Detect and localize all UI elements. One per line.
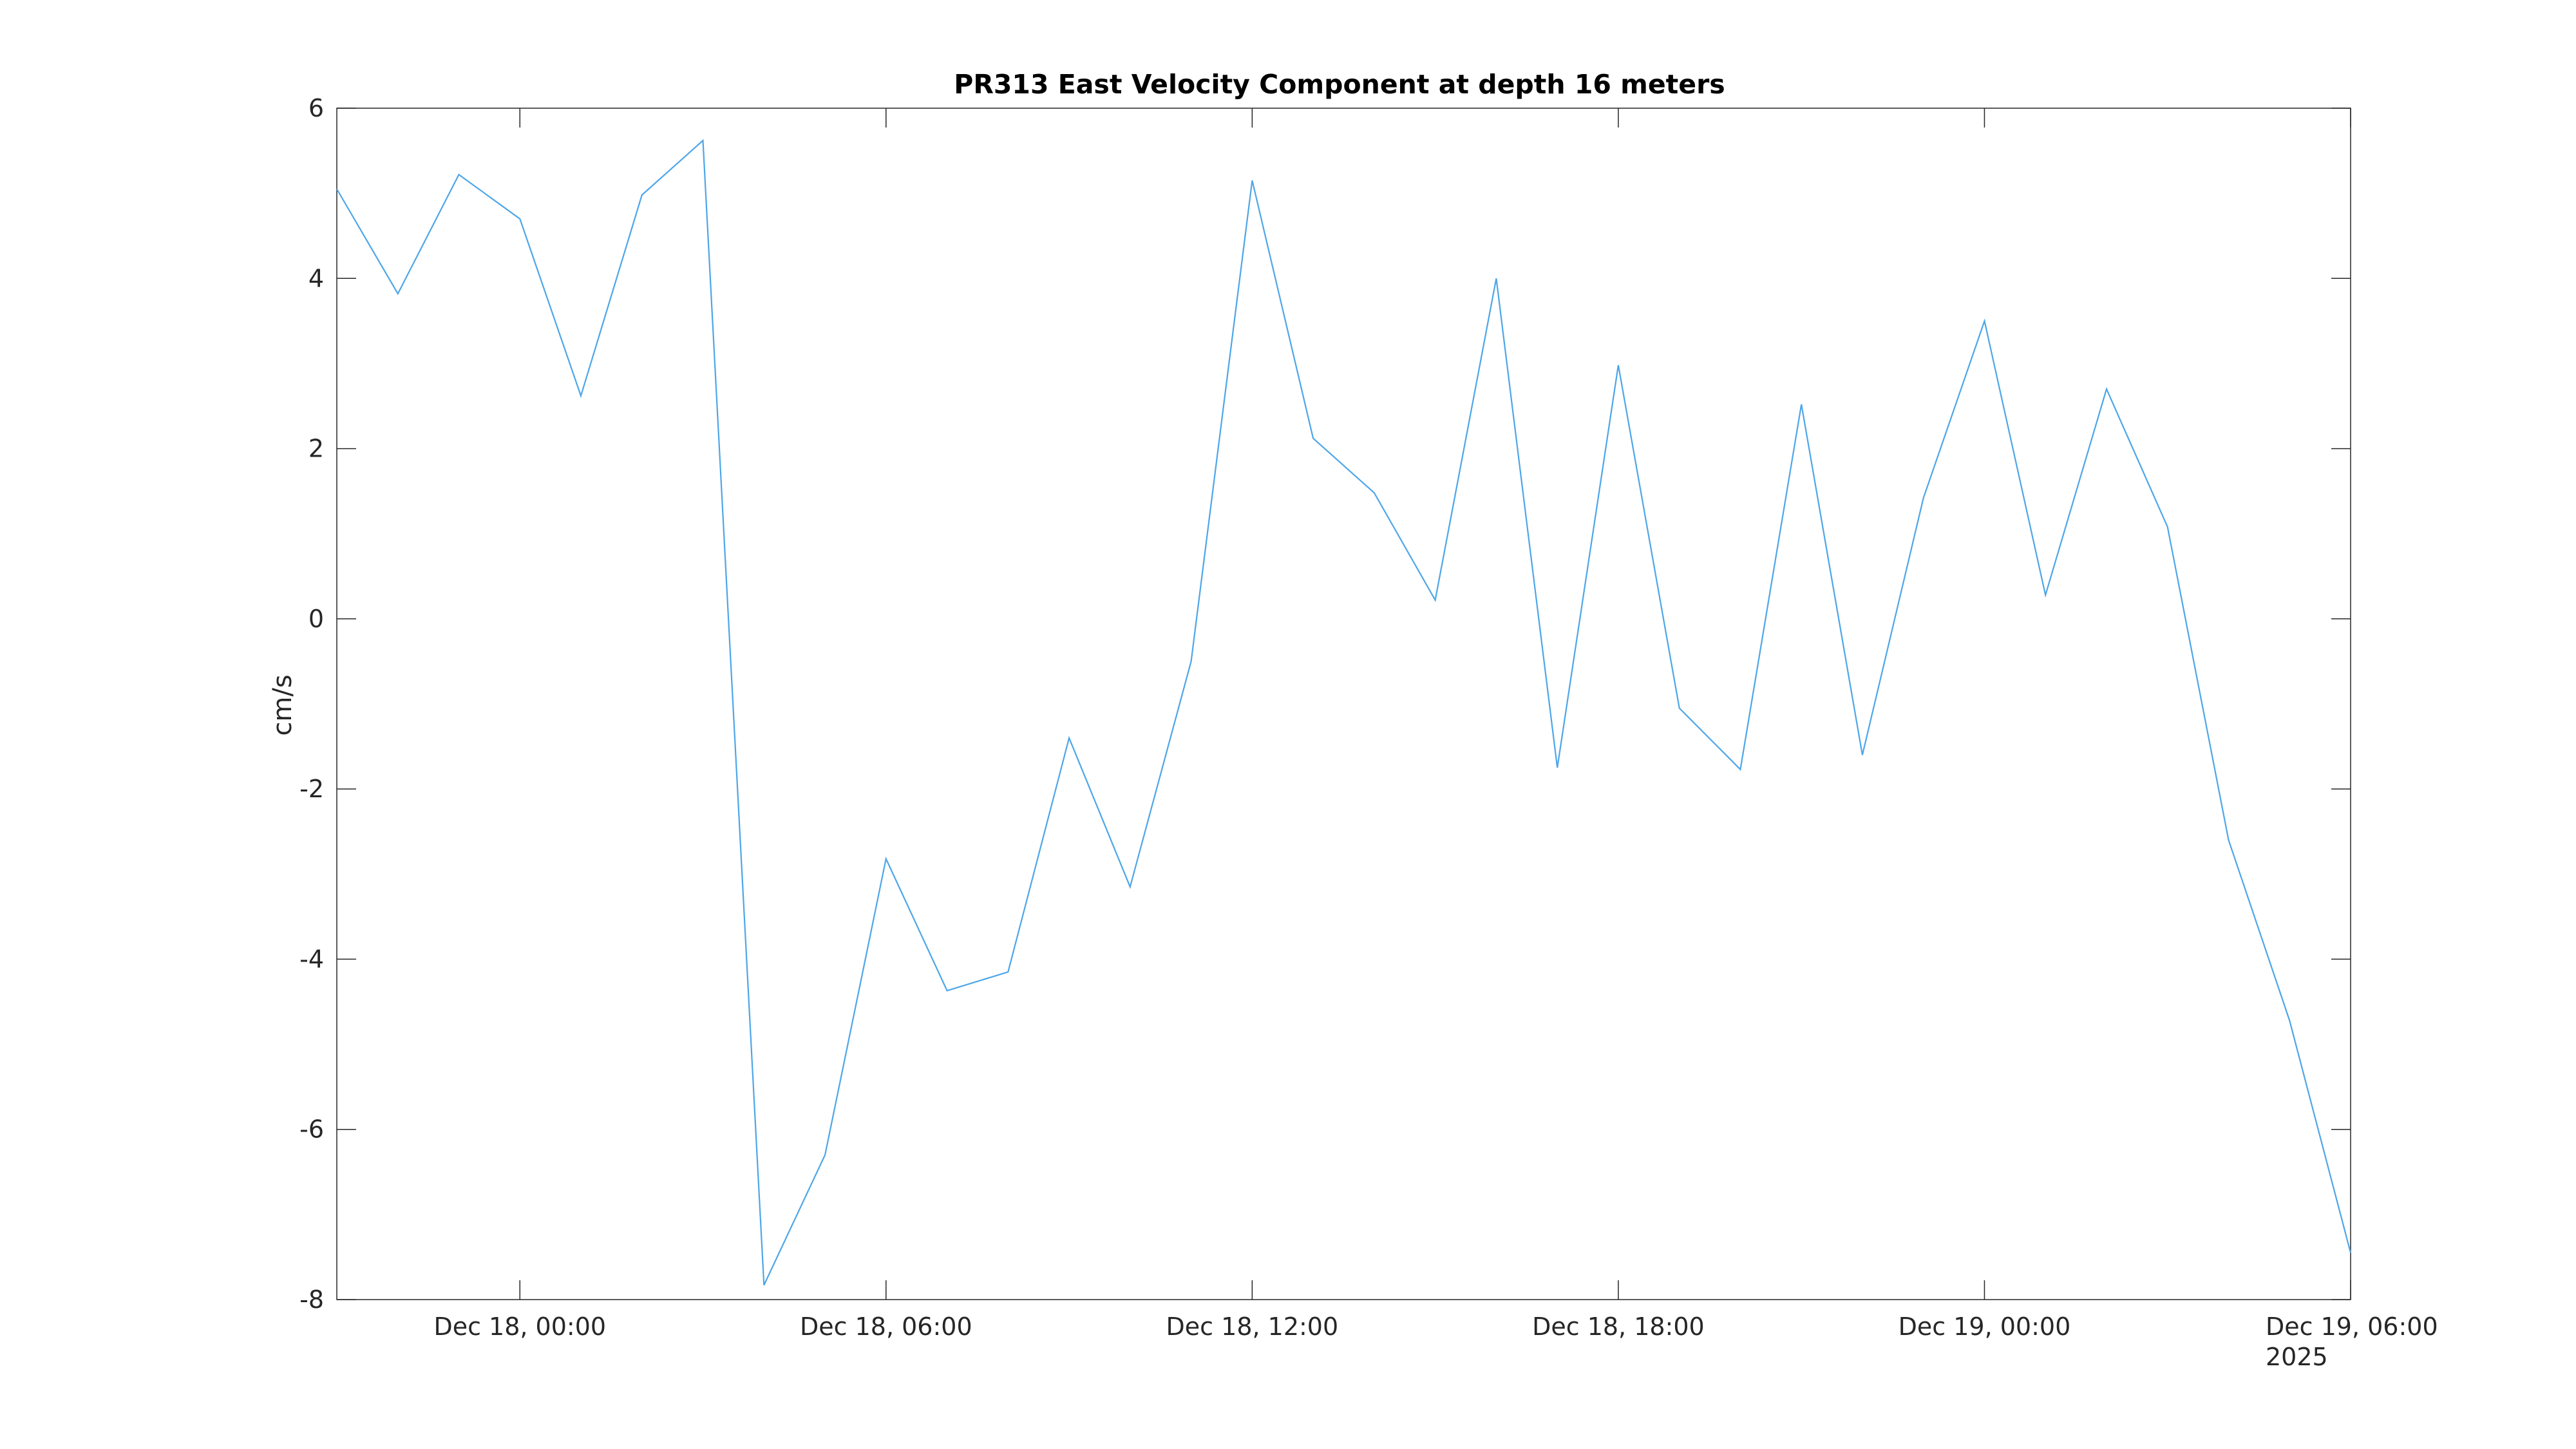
y-tick-label: 0	[308, 605, 324, 633]
x-tick-label: Dec 18, 00:00	[433, 1312, 606, 1341]
y-tick-label: 2	[308, 435, 324, 463]
chart-title: PR313 East Velocity Component at depth 1…	[954, 69, 1725, 100]
x-tick-label: Dec 18, 06:00	[800, 1312, 972, 1341]
x-tick-label: Dec 19, 06:00	[2266, 1312, 2438, 1341]
plot-area	[336, 108, 2351, 1300]
y-axis: 6 4 2 0 -2 -4 -6 -8	[299, 94, 2351, 1314]
x-tick-label: Dec 18, 18:00	[1532, 1312, 1705, 1341]
x-axis: Dec 18, 00:00 Dec 18, 06:00 Dec 18, 12:00 D…	[433, 108, 2438, 1341]
y-tick-label: -4	[299, 945, 324, 973]
y-tick-label: 4	[308, 264, 324, 292]
y-tick-label: -8	[299, 1285, 324, 1314]
y-tick-label: -6	[299, 1115, 324, 1144]
series-line	[336, 138, 2352, 1285]
x-axis-year-label: 2025	[2266, 1343, 2328, 1371]
y-axis-label: cm/s	[268, 674, 298, 735]
series-layer	[336, 138, 2352, 1285]
y-tick-label: -2	[299, 775, 324, 803]
x-tick-label: Dec 19, 00:00	[1899, 1312, 2071, 1341]
x-tick-label: Dec 18, 12:00	[1166, 1312, 1339, 1341]
y-tick-label: 6	[308, 94, 324, 122]
